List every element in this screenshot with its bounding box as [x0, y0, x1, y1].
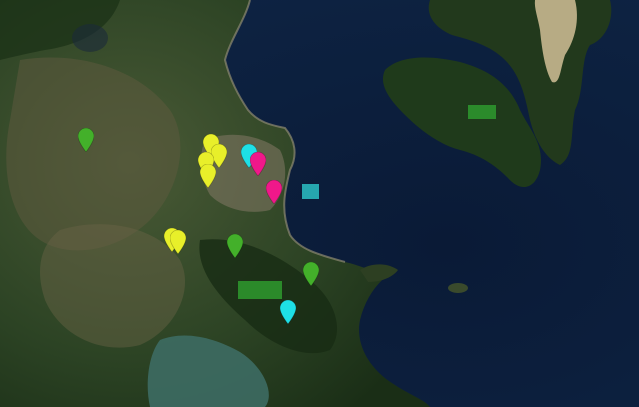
green-pin-2-marker[interactable]	[227, 234, 243, 258]
shoreline	[223, 0, 346, 263]
yellow-pin-6-marker[interactable]	[170, 230, 186, 254]
yellow-pin-4-marker[interactable]	[200, 164, 216, 188]
lake-north	[72, 24, 108, 52]
green-pin-3-marker[interactable]	[303, 262, 319, 286]
cyan-square-1-area[interactable]	[302, 184, 319, 199]
lagoon	[147, 335, 269, 407]
magenta-pin-2-marker[interactable]	[266, 180, 282, 204]
forest-west	[0, 0, 120, 60]
cyan-pin-2-marker[interactable]	[280, 300, 296, 324]
dry-terrain-2	[40, 224, 186, 348]
headland	[360, 264, 398, 282]
islet	[448, 283, 468, 293]
island-east	[382, 57, 541, 188]
sand-beach	[534, 0, 577, 83]
magenta-pin-1-marker[interactable]	[250, 152, 266, 176]
yellow-pin-2-marker[interactable]	[211, 144, 227, 168]
green-rect-2-area[interactable]	[238, 281, 282, 299]
dry-terrain	[6, 57, 181, 251]
green-rect-1-area[interactable]	[468, 105, 496, 119]
green-pin-1-marker[interactable]	[78, 128, 94, 152]
